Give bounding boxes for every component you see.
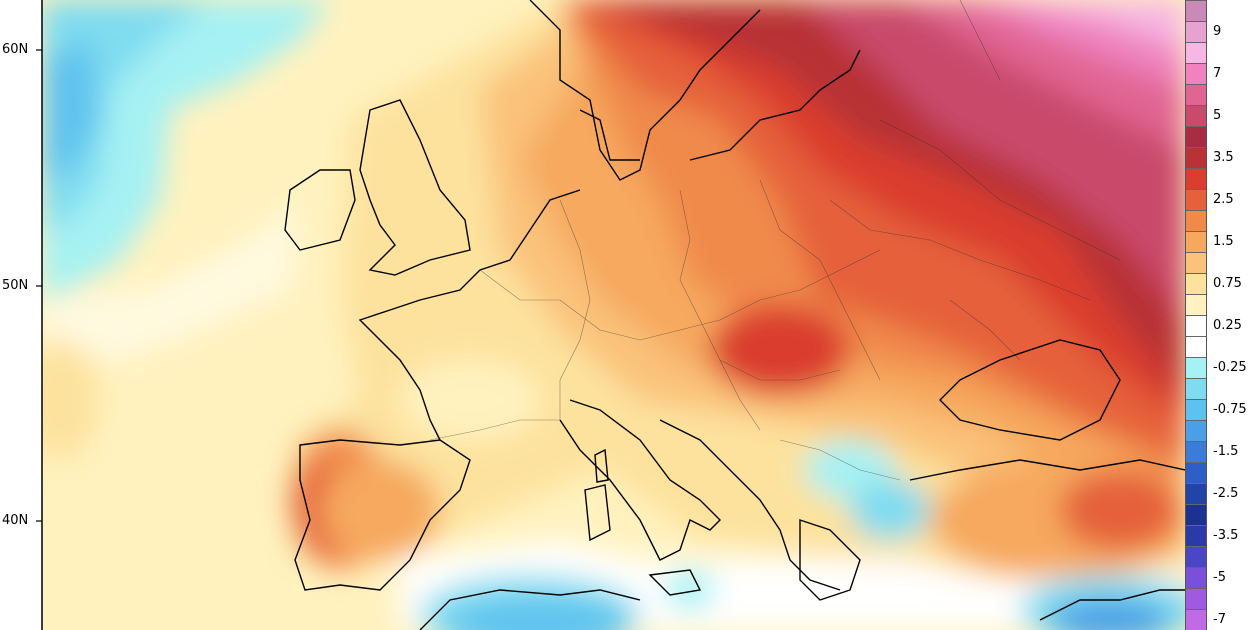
legend-swatch: [1185, 168, 1207, 189]
legend-label: 2.5: [1213, 191, 1234, 207]
legend-swatch: [1185, 399, 1207, 420]
legend-swatch: [1185, 315, 1207, 336]
legend-label: 1.5: [1213, 233, 1234, 249]
legend-label: 7: [1213, 65, 1222, 81]
legend-label: 0.75: [1213, 275, 1242, 291]
coastlines: [284, 0, 1185, 630]
lat-label-40n: 40N: [2, 513, 29, 528]
legend-label: 5: [1213, 107, 1222, 123]
legend-swatch: [1185, 294, 1207, 315]
borders: [429, 0, 1121, 481]
legend-swatch: [1185, 336, 1207, 357]
legend-label: -7: [1213, 611, 1226, 627]
legend-swatch: [1185, 525, 1207, 546]
legend-label: -3.5: [1213, 527, 1239, 543]
legend-swatch: [1185, 546, 1207, 567]
legend-swatch: [1185, 378, 1207, 399]
legend-swatch: [1185, 420, 1207, 441]
legend-swatch: [1185, 0, 1207, 21]
legend-swatch: [1185, 252, 1207, 273]
legend-swatch: [1185, 483, 1207, 504]
legend-swatch: [1185, 567, 1207, 588]
legend-label: 3.5: [1213, 149, 1234, 165]
legend-label: 9: [1213, 23, 1222, 39]
legend-swatch: [1185, 588, 1207, 609]
legend-swatch: [1185, 273, 1207, 294]
legend-label: -0.75: [1213, 401, 1247, 417]
legend-swatch: [1185, 21, 1207, 42]
color-legend: 9 7 5 3.5 2.5 1.5 0.75 0.25 -0.25 -0.75 -1.5 -2.5 -3…: [1185, 0, 1250, 630]
legend-swatch: [1185, 441, 1207, 462]
legend-label: -2.5: [1213, 485, 1239, 501]
legend-swatch: [1185, 504, 1207, 525]
temperature-anomaly-field: [42, 0, 1185, 630]
legend-swatch: [1185, 210, 1207, 231]
lat-label-60n: 60N: [2, 42, 29, 57]
legend-label: -0.25: [1213, 359, 1247, 375]
legend-label: -1.5: [1213, 443, 1239, 459]
legend-swatch: [1185, 462, 1207, 483]
legend-swatch: [1185, 84, 1207, 105]
legend-swatch: [1185, 231, 1207, 252]
legend-swatch: [1185, 609, 1207, 630]
legend-swatch: [1185, 126, 1207, 147]
legend-swatch: [1185, 189, 1207, 210]
legend-swatch: [1185, 357, 1207, 378]
legend-swatch: [1185, 63, 1207, 84]
legend-label: -5: [1213, 569, 1226, 585]
legend-label: 0.25: [1213, 317, 1242, 333]
legend-swatch: [1185, 147, 1207, 168]
legend-swatch: [1185, 105, 1207, 126]
legend-frame: [1185, 0, 1207, 630]
legend-swatch: [1185, 42, 1207, 63]
lat-label-50n: 50N: [2, 278, 29, 293]
